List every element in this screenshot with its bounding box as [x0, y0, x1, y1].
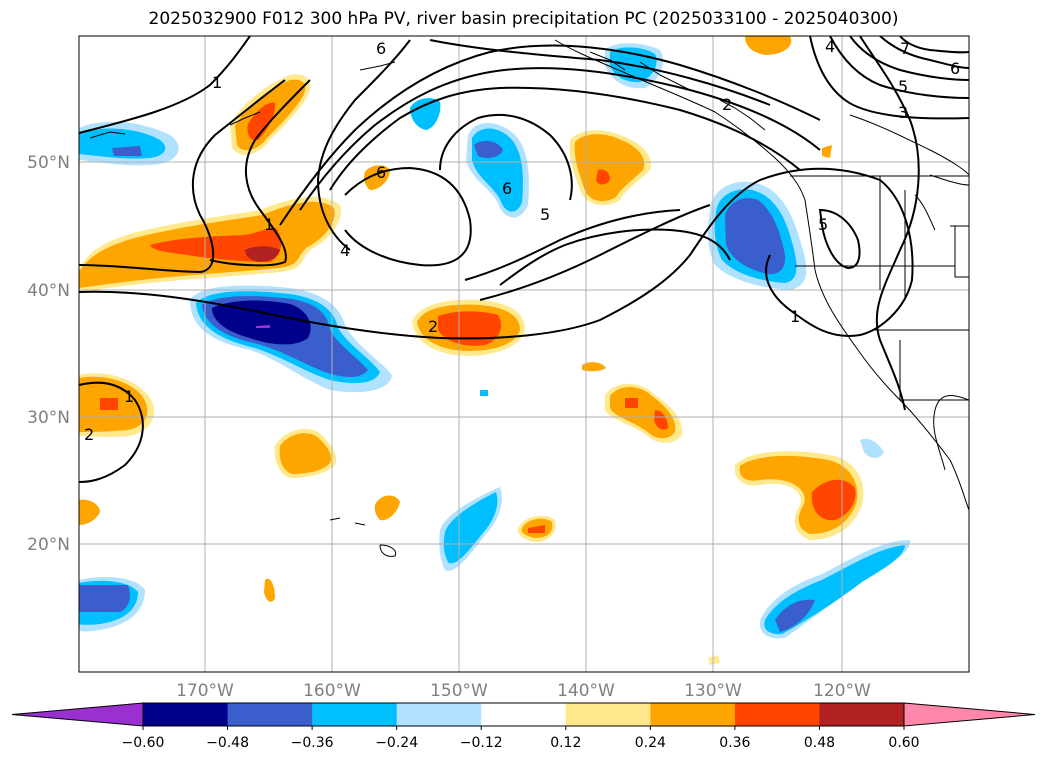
precip-region-neg-1e	[256, 325, 270, 328]
precip-region-neg-10	[860, 438, 884, 458]
precip-region-pos-2c	[247, 102, 276, 141]
colorbar-segment	[481, 703, 567, 726]
lat-label: 40°N	[27, 281, 70, 301]
precip-region-pos-6c	[100, 398, 118, 410]
contour-label: 5	[818, 215, 828, 234]
contour-label: 6	[376, 39, 386, 58]
plot-area	[79, 36, 969, 672]
contour-label: 3	[898, 103, 908, 122]
contour-label: 4	[340, 241, 350, 260]
colorbar-segment	[734, 703, 820, 726]
colorbar-segment	[650, 703, 736, 726]
negative-precip-shading	[79, 43, 911, 639]
precip-region-pos-14	[264, 578, 275, 602]
colorbar-tick-label: 0.36	[719, 735, 750, 751]
colorbar-tick-label: −0.24	[375, 735, 418, 751]
contour-label: 6	[376, 163, 386, 182]
lon-label: 170°W	[176, 681, 234, 701]
contour-labels: 1 1 1 1 2 2 2 3 4 4 5 5 5 6 6 6 6 7	[84, 37, 960, 444]
longitude-labels: 170°W 160°W 150°W 140°W 130°W 120°W	[176, 681, 871, 701]
precip-region-neg-2b	[79, 128, 166, 159]
precip-region-neg-7b	[443, 492, 498, 564]
lon-label: 150°W	[430, 681, 488, 701]
colorbar-tick-label: 0.48	[804, 735, 835, 751]
colorbar-tick-label: 0.60	[888, 735, 919, 751]
precip-region-neg-4c	[474, 140, 503, 158]
lon-label: 140°W	[557, 681, 615, 701]
contour-label: 1	[264, 215, 274, 234]
coastlines	[89, 39, 969, 557]
colorbar-tick-label: −0.48	[206, 735, 249, 751]
lat-label: 30°N	[27, 408, 70, 428]
precip-region-neg-8c	[79, 585, 130, 612]
contour-label: 2	[722, 95, 732, 114]
precip-region-pos-12	[745, 36, 792, 55]
precip-region-pos-4c	[596, 169, 610, 185]
colorbar: −0.60 −0.48 −0.36 −0.24 −0.12 0.12 0.24 0.36 0.4…	[11, 702, 1036, 751]
colorbar-frame	[142, 702, 905, 727]
colorbar-segment	[396, 703, 482, 726]
contour-label: 1	[124, 387, 134, 406]
precip-region-pos-11c	[528, 525, 545, 533]
lon-label: 120°W	[813, 681, 871, 701]
colorbar-tick-label: 0.12	[550, 735, 581, 751]
precip-region-neg-9c	[775, 599, 815, 632]
lat-label: 20°N	[27, 535, 70, 555]
colorbar-segment	[565, 703, 651, 726]
precip-region-pos-15	[582, 362, 606, 372]
graticule	[79, 36, 969, 672]
precip-region-pos-10	[374, 495, 400, 521]
lon-label: 160°W	[303, 681, 361, 701]
plot-frame	[78, 35, 970, 673]
precip-region-pos-8d	[654, 410, 668, 430]
contour-label: 2	[84, 425, 94, 444]
map-title: 2025032900 F012 300 hPa PV, river basin …	[148, 9, 899, 29]
precip-region-neg-3	[410, 98, 441, 130]
precip-region-pos-13	[79, 499, 100, 525]
contour-label: 5	[898, 77, 908, 96]
precip-region-neg-2c	[112, 146, 142, 156]
pv-contours	[79, 36, 969, 483]
contour-label: 7	[900, 39, 910, 58]
colorbar-segment	[227, 703, 313, 726]
precip-region-pos-8c	[625, 398, 638, 408]
colorbar-segment	[143, 703, 229, 726]
precip-region-neg-11	[480, 390, 488, 396]
precip-region-pos-7b	[279, 433, 332, 474]
contour-label: 6	[950, 59, 960, 78]
colorbar-tick-label: −0.60	[122, 735, 165, 751]
contour-label: 6	[502, 179, 512, 198]
precip-region-pos-1d	[245, 246, 280, 262]
contour-label: 2	[428, 317, 438, 336]
latitude-labels: 50°N 40°N 30°N 20°N	[27, 153, 70, 555]
colorbar-segment	[819, 703, 905, 726]
colorbar-extend-low	[11, 702, 144, 727]
precip-region-pos-4b	[574, 134, 645, 202]
contour-label: 1	[212, 73, 222, 92]
precip-region-pos-9c	[811, 479, 856, 521]
colorbar-tick-label: −0.36	[291, 735, 334, 751]
precip-region-pos-16	[822, 145, 832, 158]
precip-region-neg-1d	[212, 300, 311, 345]
colorbar-tick-label: 0.24	[635, 735, 666, 751]
contour-label: 5	[540, 205, 550, 224]
precip-region-pos-17	[708, 655, 720, 665]
contour-label: 4	[825, 37, 835, 56]
colorbar-extend-high	[903, 702, 1036, 727]
colorbar-segment	[312, 703, 398, 726]
contour-label: 1	[790, 307, 800, 326]
colorbar-tick-label: −0.12	[460, 735, 503, 751]
lon-label: 130°W	[684, 681, 742, 701]
lat-label: 50°N	[27, 153, 70, 173]
